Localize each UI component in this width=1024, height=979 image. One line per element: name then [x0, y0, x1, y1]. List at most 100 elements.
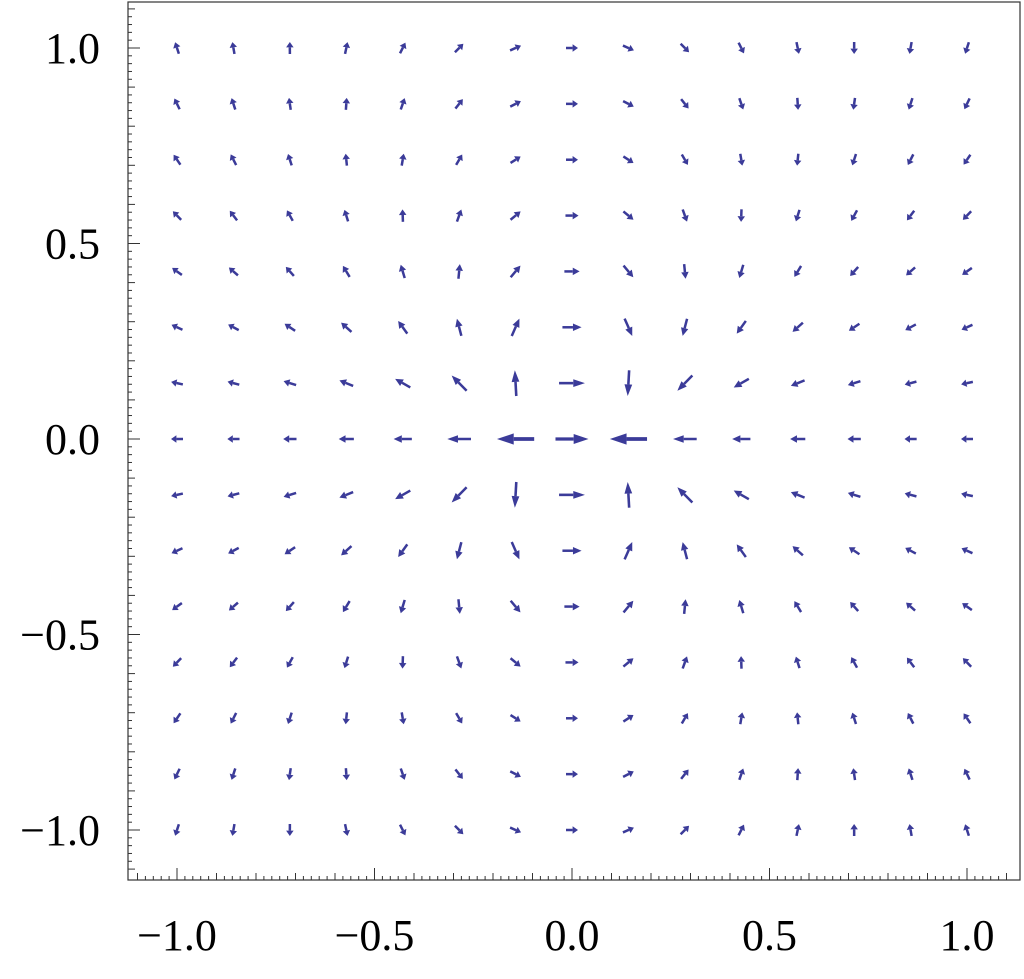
vector-arrow	[622, 264, 634, 278]
vector-arrow	[172, 657, 183, 667]
vector-arrow	[342, 768, 351, 781]
vector-arrow	[677, 487, 694, 504]
vector-arrow	[562, 546, 582, 555]
vector-arrow	[737, 768, 746, 781]
vector-arrow	[906, 97, 914, 110]
vector-arrow	[961, 379, 974, 387]
vector-arrows	[171, 41, 974, 837]
vector-arrow	[284, 546, 296, 555]
vector-arrow	[963, 824, 971, 837]
vector-arrow	[455, 655, 463, 669]
vector-arrow	[623, 318, 633, 337]
vector-arrow	[454, 824, 464, 835]
vector-arrow	[229, 210, 239, 222]
vector-arrow	[737, 97, 746, 110]
vector-arrow	[509, 265, 521, 279]
vector-arrow	[342, 42, 351, 55]
vector-arrow	[737, 656, 746, 669]
vector-arrow	[455, 318, 463, 337]
vector-arrow	[564, 267, 580, 276]
vector-arrow	[171, 547, 183, 555]
vector-arrow	[679, 42, 690, 53]
vector-arrow	[622, 155, 634, 164]
vector-arrow	[286, 656, 294, 668]
vector-arrow	[229, 823, 238, 836]
vector-arrow	[733, 377, 750, 388]
vector-arrow	[393, 435, 412, 443]
vector-arrow	[342, 656, 350, 669]
vector-arrow	[681, 656, 689, 669]
x-tick-label: 0.5	[742, 911, 797, 960]
vector-arrow	[341, 322, 353, 333]
vector-arrow	[342, 712, 350, 725]
vector-arrow	[794, 601, 803, 613]
vector-arrow	[454, 768, 463, 779]
vector-arrow	[398, 824, 407, 836]
vector-arrow	[229, 154, 238, 166]
vector-arrow	[286, 210, 294, 222]
vector-arrow	[398, 209, 407, 222]
vector-arrow	[496, 433, 535, 445]
vector-arrow	[509, 599, 521, 613]
vector-arrow	[173, 823, 181, 836]
vector-arrow	[455, 264, 463, 279]
vector-arrow	[792, 321, 804, 332]
vector-arrow	[733, 490, 750, 501]
vector-arrow	[339, 490, 354, 499]
vector-arrow	[963, 97, 971, 110]
y-tick-label: −0.5	[20, 611, 100, 660]
plot-frame	[127, 1, 1021, 881]
vector-arrow	[963, 768, 971, 781]
vector-arrow	[171, 323, 183, 331]
vector-arrow	[680, 713, 689, 725]
vector-arrow	[229, 712, 238, 724]
vector-arrow	[565, 211, 579, 220]
vector-arrow	[228, 546, 240, 555]
axis-ticks	[128, 8, 1007, 880]
vector-arrow	[447, 435, 471, 443]
vector-arrow	[171, 435, 183, 443]
vector-arrow	[793, 712, 802, 725]
vector-arrow	[792, 546, 804, 557]
vector-arrow	[963, 41, 971, 54]
x-tick-label: 0.0	[545, 911, 600, 960]
vector-arrow	[229, 768, 237, 780]
vector-arrow	[737, 42, 745, 54]
vector-arrow	[398, 42, 407, 54]
vector-arrow	[963, 154, 972, 165]
vector-arrow	[850, 153, 858, 166]
vector-arrow	[286, 768, 294, 781]
vector-arrow	[794, 97, 802, 110]
vector-arrow	[509, 714, 521, 722]
vector-arrow	[847, 379, 861, 387]
vector-arrow	[451, 486, 468, 503]
vector-arrow	[906, 657, 916, 668]
vector-arrow	[451, 375, 468, 392]
vector-arrow	[905, 547, 917, 555]
vector-arrow	[172, 211, 183, 221]
vector-arrow	[848, 322, 861, 331]
vector-arrow	[172, 602, 183, 611]
vector-arrow	[171, 491, 184, 499]
vector-arrow	[229, 656, 239, 668]
vector-arrow	[673, 435, 697, 443]
vector-arrow	[559, 379, 585, 388]
vector-arrow	[962, 210, 973, 220]
vector-arrow	[283, 491, 297, 499]
vector-arrow	[790, 379, 806, 387]
vector-arrow	[850, 768, 858, 781]
vector-arrow	[737, 712, 746, 725]
vector-arrow	[681, 542, 689, 560]
vector-arrow	[566, 44, 578, 52]
vector-arrow	[848, 547, 861, 556]
vector-arrow	[564, 602, 580, 611]
vector-arrow	[283, 435, 297, 443]
vector-arrow	[229, 98, 237, 110]
vector-arrow	[398, 543, 409, 558]
vector-arrow	[905, 323, 917, 331]
vector-arrow	[509, 211, 521, 221]
vector-arrow	[454, 43, 464, 54]
vector-arrow	[285, 266, 295, 277]
vector-arrow	[850, 657, 859, 669]
